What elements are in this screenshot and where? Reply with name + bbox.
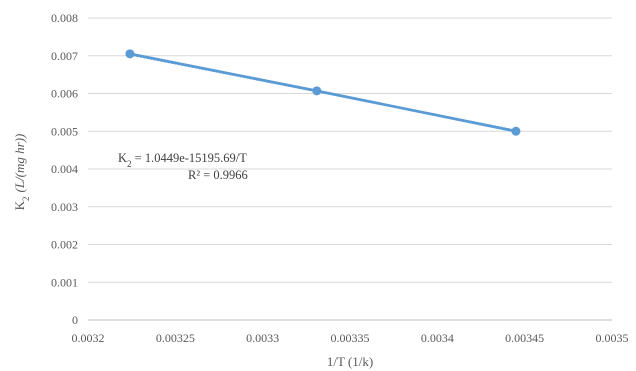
x-tick-label: 0.0032: [72, 331, 105, 345]
y-tick-label: 0.007: [51, 49, 78, 63]
x-tick-label: 0.0034: [421, 331, 454, 345]
y-tick-label: 0.005: [51, 124, 78, 138]
y-tick-label: 0.001: [51, 275, 78, 289]
y-axis-title-units: (L/(mg hr)): [12, 134, 27, 193]
equation-rest: = 1.0449e-15195.69/T: [132, 151, 248, 165]
data-point: [125, 49, 135, 59]
x-tick-label: 0.00345: [505, 331, 544, 345]
y-tick-label: 0.004: [51, 162, 78, 176]
y-axis-title-main: K: [12, 200, 27, 210]
x-tick-label: 0.0035: [596, 331, 629, 345]
y-tick-labels: 0 0.001 0.002 0.003 0.004 0.005 0.006 0.007 0.00…: [51, 11, 78, 327]
equation-subscript: 2: [127, 159, 132, 169]
y-tick-label: 0: [72, 313, 78, 327]
y-tick-label: 0.003: [51, 200, 78, 214]
y-tick-label: 0.002: [51, 238, 78, 252]
r-squared-label: R² = 0.9966: [188, 168, 248, 182]
x-tick-label: 0.00335: [331, 331, 370, 345]
x-tick-label: 0.0033: [246, 331, 279, 345]
x-tick-label: 0.00325: [156, 331, 195, 345]
equation-prefix: K: [118, 151, 127, 165]
data-point: [312, 86, 322, 96]
gridlines: [88, 17, 612, 321]
x-tick-labels: 0.0032 0.00325 0.0033 0.00335 0.0034 0.00345 0…: [72, 331, 629, 345]
y-tick-label: 0.006: [51, 87, 78, 101]
y-axis-title-subscript: 2: [21, 196, 31, 201]
x-axis-title: 1/T (1/k): [327, 354, 373, 369]
y-tick-label: 0.008: [51, 11, 78, 25]
data-series: [125, 49, 521, 136]
y-axis-title: K2 (L/(mg hr)): [12, 134, 31, 211]
trendline-equation: K2 = 1.0449e-15195.69/T: [118, 151, 247, 169]
data-point: [511, 126, 521, 136]
